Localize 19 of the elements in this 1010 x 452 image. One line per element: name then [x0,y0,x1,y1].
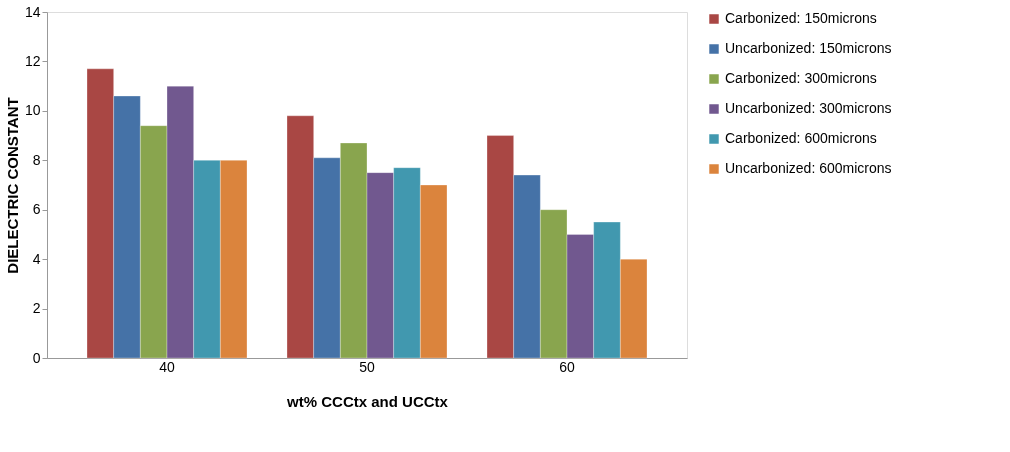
legend-label: Carbonized: 300microns [725,70,877,86]
legend-label: Uncarbonized: 600microns [725,160,892,176]
x-axis-title: wt% CCCtx and UCCtx [286,392,449,410]
legend-label: Carbonized: 600microns [725,130,877,146]
y-tick-label: 12 [24,52,41,69]
legend-label: Uncarbonized: 150microns [725,40,892,56]
y-tick-label: 6 [32,201,41,218]
x-tick-label: 40 [159,358,175,375]
x-tick-label: 60 [559,358,575,375]
x-tick-label: 50 [359,358,375,375]
y-tick-label: 8 [32,151,41,168]
y-axis-title: DIELECTRIC CONSTANT [3,97,21,274]
y-tick-label: 0 [32,349,41,366]
legend-label: Carbonized: 150microns [725,10,877,26]
y-tick-label: 4 [32,250,41,267]
y-tick-label: 14 [24,3,41,20]
legend-label: Uncarbonized: 300microns [725,100,892,116]
y-tick-label: 10 [24,102,41,119]
y-tick-label: 2 [32,300,41,317]
